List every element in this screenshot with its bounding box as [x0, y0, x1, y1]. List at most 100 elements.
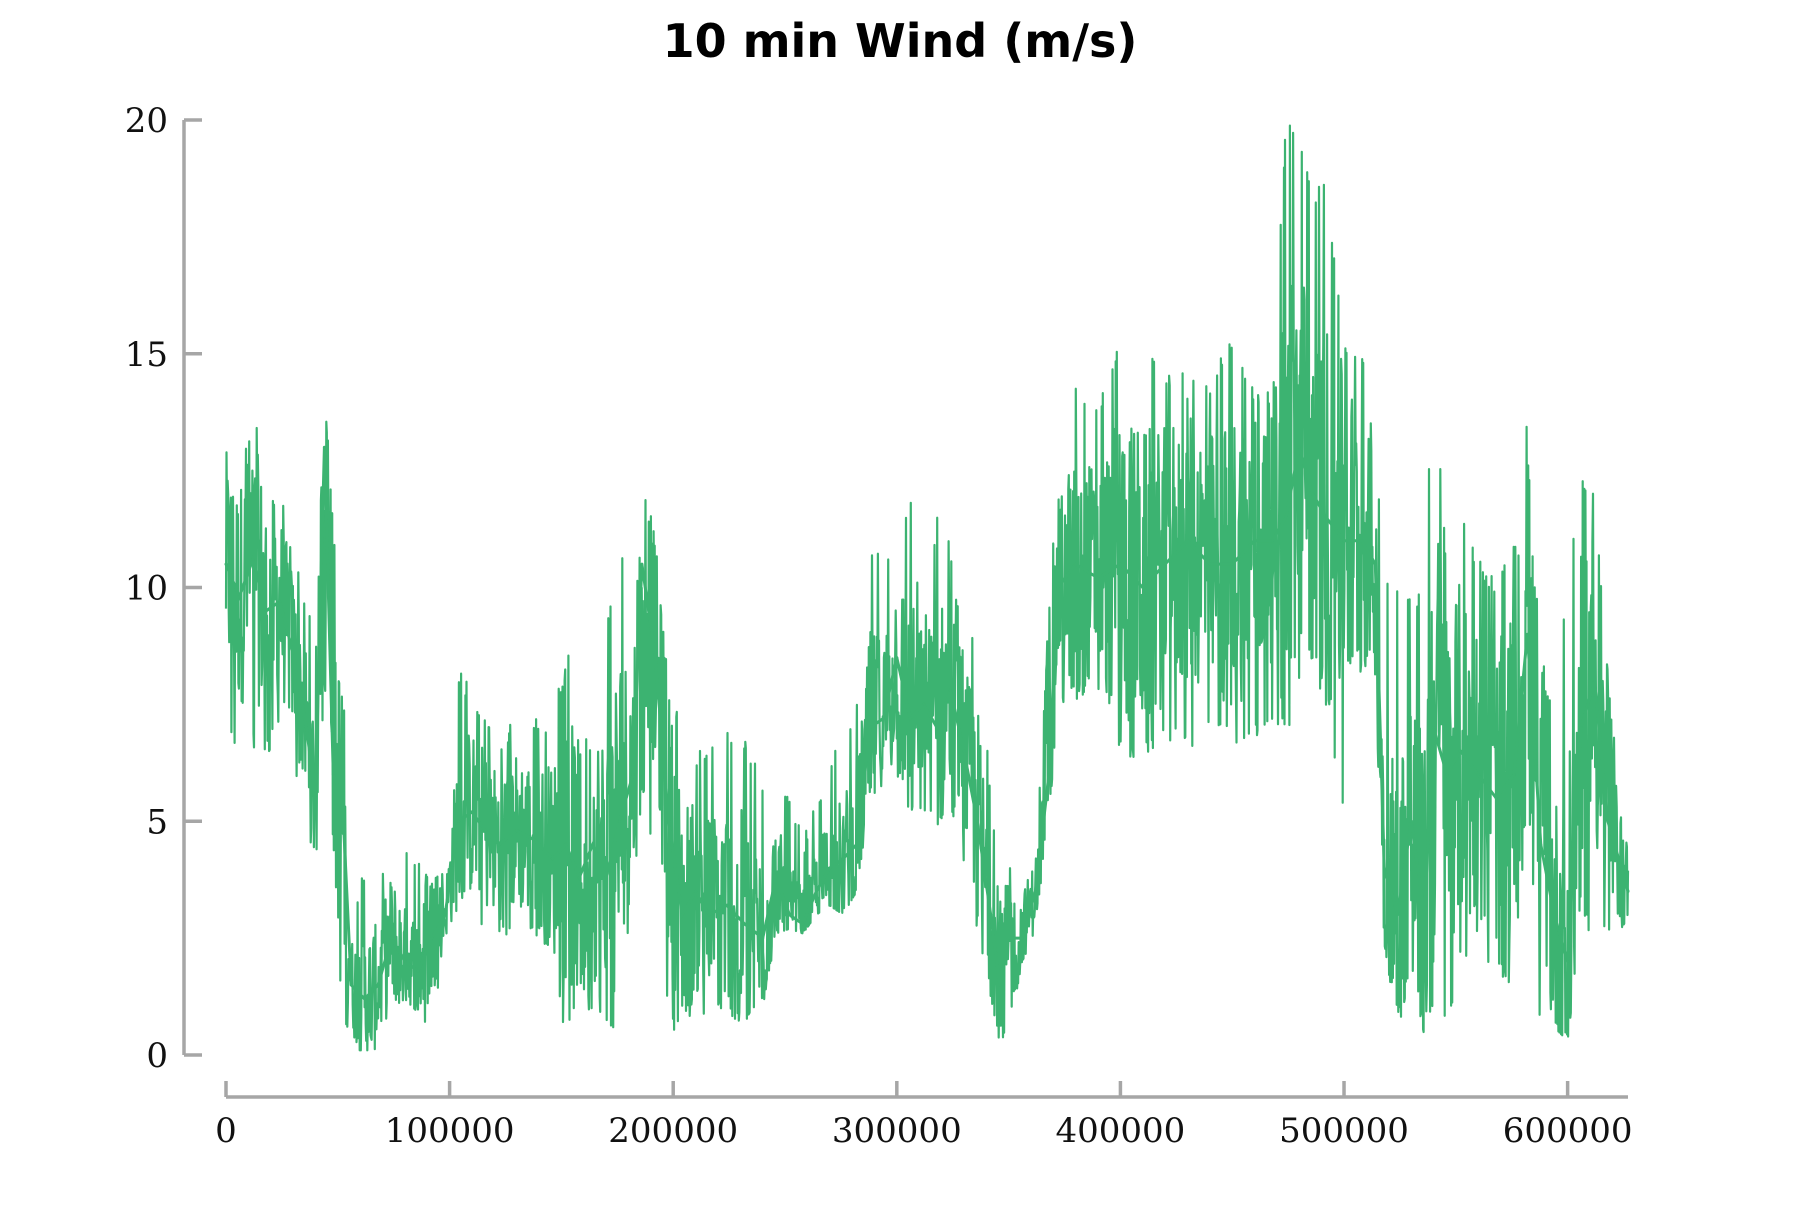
data-point — [1382, 866, 1386, 870]
data-point — [631, 773, 635, 776]
x-tick-label: 0 — [215, 1111, 237, 1151]
data-point — [349, 983, 353, 987]
data-point — [618, 819, 622, 823]
data-point — [989, 913, 993, 917]
data-point — [483, 829, 487, 833]
data-point — [801, 922, 805, 926]
y-tick-label: 10 — [125, 569, 168, 609]
data-point — [251, 557, 255, 561]
data-point — [640, 562, 644, 566]
data-point — [1566, 960, 1570, 963]
data-point — [515, 829, 519, 833]
data-point — [564, 843, 568, 847]
data-point — [237, 595, 241, 599]
data-point — [1431, 726, 1435, 730]
data-point — [470, 810, 474, 814]
data-point — [1208, 562, 1212, 566]
data-point — [1007, 936, 1011, 940]
data-point — [443, 913, 447, 917]
data-point — [667, 819, 671, 823]
data-point — [1458, 749, 1462, 753]
data-point — [1360, 539, 1364, 543]
data-point — [1311, 492, 1315, 496]
data-point — [1270, 539, 1274, 543]
data-point — [707, 913, 711, 917]
data-point — [264, 609, 268, 613]
data-point — [998, 983, 1002, 987]
data-point — [1141, 586, 1145, 589]
data-point — [1056, 586, 1060, 589]
data-point — [591, 843, 595, 847]
data-point — [457, 819, 461, 823]
data-point — [604, 875, 608, 879]
data-point — [278, 600, 282, 604]
data-point — [1074, 562, 1078, 566]
data-point — [497, 843, 501, 847]
data-point — [1525, 632, 1529, 636]
data-point — [1253, 539, 1257, 543]
data-point — [895, 656, 899, 660]
data-point — [313, 796, 317, 800]
data-point — [322, 445, 326, 449]
data-point — [975, 819, 979, 823]
data-point — [1494, 796, 1498, 800]
x-tick-label: 600000 — [1503, 1111, 1633, 1151]
data-point — [1626, 889, 1630, 893]
data-point — [828, 866, 832, 870]
y-tick-label: 20 — [125, 101, 168, 141]
data-point — [340, 796, 344, 800]
data-point — [1297, 445, 1301, 449]
data-point — [1606, 819, 1610, 823]
axes-layer: 0 5 10 15 20 0 100000 200000 300000 400000 500000 6… — [125, 101, 1633, 1151]
data-point — [761, 936, 765, 940]
data-point — [1324, 515, 1328, 519]
data-point — [653, 656, 657, 660]
x-tick-label: 200000 — [608, 1111, 738, 1151]
data-point — [363, 997, 367, 1001]
x-tick-label: 400000 — [1056, 1111, 1186, 1151]
data-point — [304, 726, 308, 730]
data-point — [962, 749, 966, 753]
x-tick-label: 100000 — [385, 1111, 515, 1151]
data-point — [1579, 726, 1583, 730]
data-point — [948, 688, 952, 692]
data-point — [533, 838, 537, 842]
data-point — [1476, 773, 1480, 776]
data-point — [725, 903, 729, 907]
data-point — [694, 889, 698, 893]
data-point — [935, 726, 939, 730]
data-point — [881, 716, 885, 720]
data-point — [1512, 773, 1516, 776]
data-point — [1342, 539, 1346, 543]
data-point — [376, 983, 380, 987]
data-point — [416, 969, 420, 973]
data-point — [922, 702, 926, 706]
wind-series-line — [224, 446, 1630, 1002]
y-tick-label: 15 — [125, 335, 168, 375]
data-point — [389, 936, 393, 940]
data-point — [680, 913, 684, 917]
data-point — [1539, 843, 1543, 847]
data-point — [841, 857, 845, 861]
data-point — [1033, 889, 1037, 893]
x-tick-label: 500000 — [1279, 1111, 1409, 1151]
data-point — [1445, 773, 1449, 776]
data-point — [1230, 562, 1234, 566]
data-point — [1185, 539, 1189, 543]
data-point — [908, 716, 912, 720]
data-point — [1373, 562, 1377, 566]
data-point — [855, 843, 859, 847]
data-point — [403, 960, 407, 963]
data-point — [868, 726, 872, 730]
y-tick-label: 5 — [146, 802, 168, 842]
data-point — [1020, 936, 1024, 940]
data-point — [550, 857, 554, 861]
data-point — [224, 562, 228, 566]
data-point — [577, 875, 581, 879]
data-point — [1552, 913, 1556, 917]
data-point — [1592, 679, 1596, 683]
y-tick-label: 0 — [146, 1036, 168, 1076]
data-point — [1096, 576, 1100, 580]
data-point — [1423, 913, 1427, 917]
